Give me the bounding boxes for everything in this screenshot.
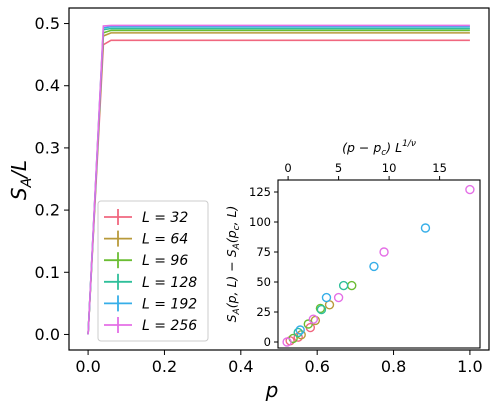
scatter-point-s6	[308, 314, 319, 324]
legend-label: L = 192	[142, 296, 197, 312]
inset-plot-area	[282, 184, 475, 347]
x-tick-label: 0.0	[75, 357, 100, 376]
inset-y-tick-label: 75	[256, 245, 271, 259]
legend-label: L = 64	[142, 232, 188, 248]
legend-label: L = 256	[142, 318, 197, 334]
inset-y-tick-label: 50	[256, 275, 271, 289]
x-tick-label: 1.0	[457, 357, 482, 376]
main-y-axis-label: SA/L	[7, 160, 35, 200]
scatter-point-s5	[420, 223, 431, 233]
scatter-point-s3	[315, 303, 326, 314]
inset-background	[278, 180, 480, 348]
scatter-point-s6	[379, 247, 389, 257]
inset-x-tick-label: 0	[284, 161, 291, 175]
scatter-point-s2	[296, 330, 306, 340]
inset-y-axis-label: SA(p, L) − SA(pc, L)	[224, 206, 242, 323]
legend-item: L = 32	[104, 209, 188, 226]
inset-axes-frame	[277, 179, 481, 349]
legend: L = 32 L = 64 L = 96 L = 128 L = 192 L = 256	[97, 200, 209, 342]
main-axes-frame	[68, 7, 490, 351]
legend-label: L = 96	[142, 253, 188, 269]
scatter-point-s6	[282, 337, 292, 347]
scatter-point-s5	[369, 261, 379, 272]
scatter-point-s6	[465, 184, 475, 195]
scatter-point-s6	[333, 292, 344, 303]
legend-label: L = 32	[142, 210, 188, 226]
legend-item: L = 96	[104, 252, 188, 269]
scatter-point-s4	[338, 280, 349, 291]
legend-item: L = 128	[104, 273, 197, 291]
inset-top-x-label: (p − pc) L1/ν	[342, 139, 416, 158]
inset-y-tick-label: 0	[264, 335, 271, 349]
x-tick-label: 0.4	[228, 357, 253, 376]
y-tick-label: 0.4	[35, 76, 60, 95]
inset-x-tick-label: 5	[335, 161, 342, 175]
main-plot-area	[87, 24, 470, 335]
legend-label: L = 128	[142, 275, 197, 291]
y-tick-label: 0.0	[35, 325, 60, 344]
y-tick-label: 0.3	[35, 138, 60, 157]
inset-top-x-ticks: 0 5 10 15	[284, 161, 447, 180]
main-x-axis-label: p	[265, 378, 279, 402]
x-tick-label: 0.6	[304, 357, 329, 376]
y-tick-label: 0.5	[35, 14, 60, 33]
scatter-point-s5	[295, 325, 305, 335]
inset-y-ticks: 0 25 50 75 100 125	[249, 185, 278, 349]
scatter-point-s5	[321, 292, 332, 303]
y-tick-label: 0.1	[35, 263, 60, 282]
svg-text:SA(p, L) − SA(pc, L): SA(p, L) − SA(pc, L)	[224, 206, 242, 323]
inset-y-tick-label: 25	[256, 305, 271, 319]
legend-item: L = 256	[104, 317, 197, 334]
inset-chart: 0 5 10 15 0 25 50 75 100 125 (p − pc) L1/ν SA(p,…	[224, 139, 481, 349]
scatter-point-s3	[303, 319, 313, 329]
inset-x-tick-label: 15	[432, 161, 447, 175]
scatter-point-s4	[293, 327, 303, 338]
legend-item: L = 64	[104, 230, 188, 248]
y-tick-label: 0.2	[35, 201, 60, 220]
scatter-point-s4	[316, 304, 327, 315]
scatter-point-s2	[310, 315, 321, 326]
legend-item: L = 192	[104, 295, 197, 312]
inset-y-tick-label: 125	[249, 185, 271, 199]
main-x-ticks: 0.0 0.2 0.4 0.6 0.8 1.0	[75, 350, 483, 376]
svg-text:SA/L: SA/L	[7, 160, 35, 200]
main-chart: 0.0 0.2 0.4 0.6 0.8 1.0 0.00.10.20.30.40.5 p …	[7, 7, 490, 402]
x-tick-label: 0.2	[152, 357, 177, 376]
inset-y-tick-label: 100	[249, 215, 271, 229]
legend-frame	[97, 200, 209, 342]
x-tick-label: 0.8	[381, 357, 406, 376]
inset-x-tick-label: 10	[382, 161, 397, 175]
main-y-ticks: 0.0 0.1 0.2 0.3 0.4 0.5	[35, 14, 69, 344]
series-line-6	[87, 24, 470, 335]
